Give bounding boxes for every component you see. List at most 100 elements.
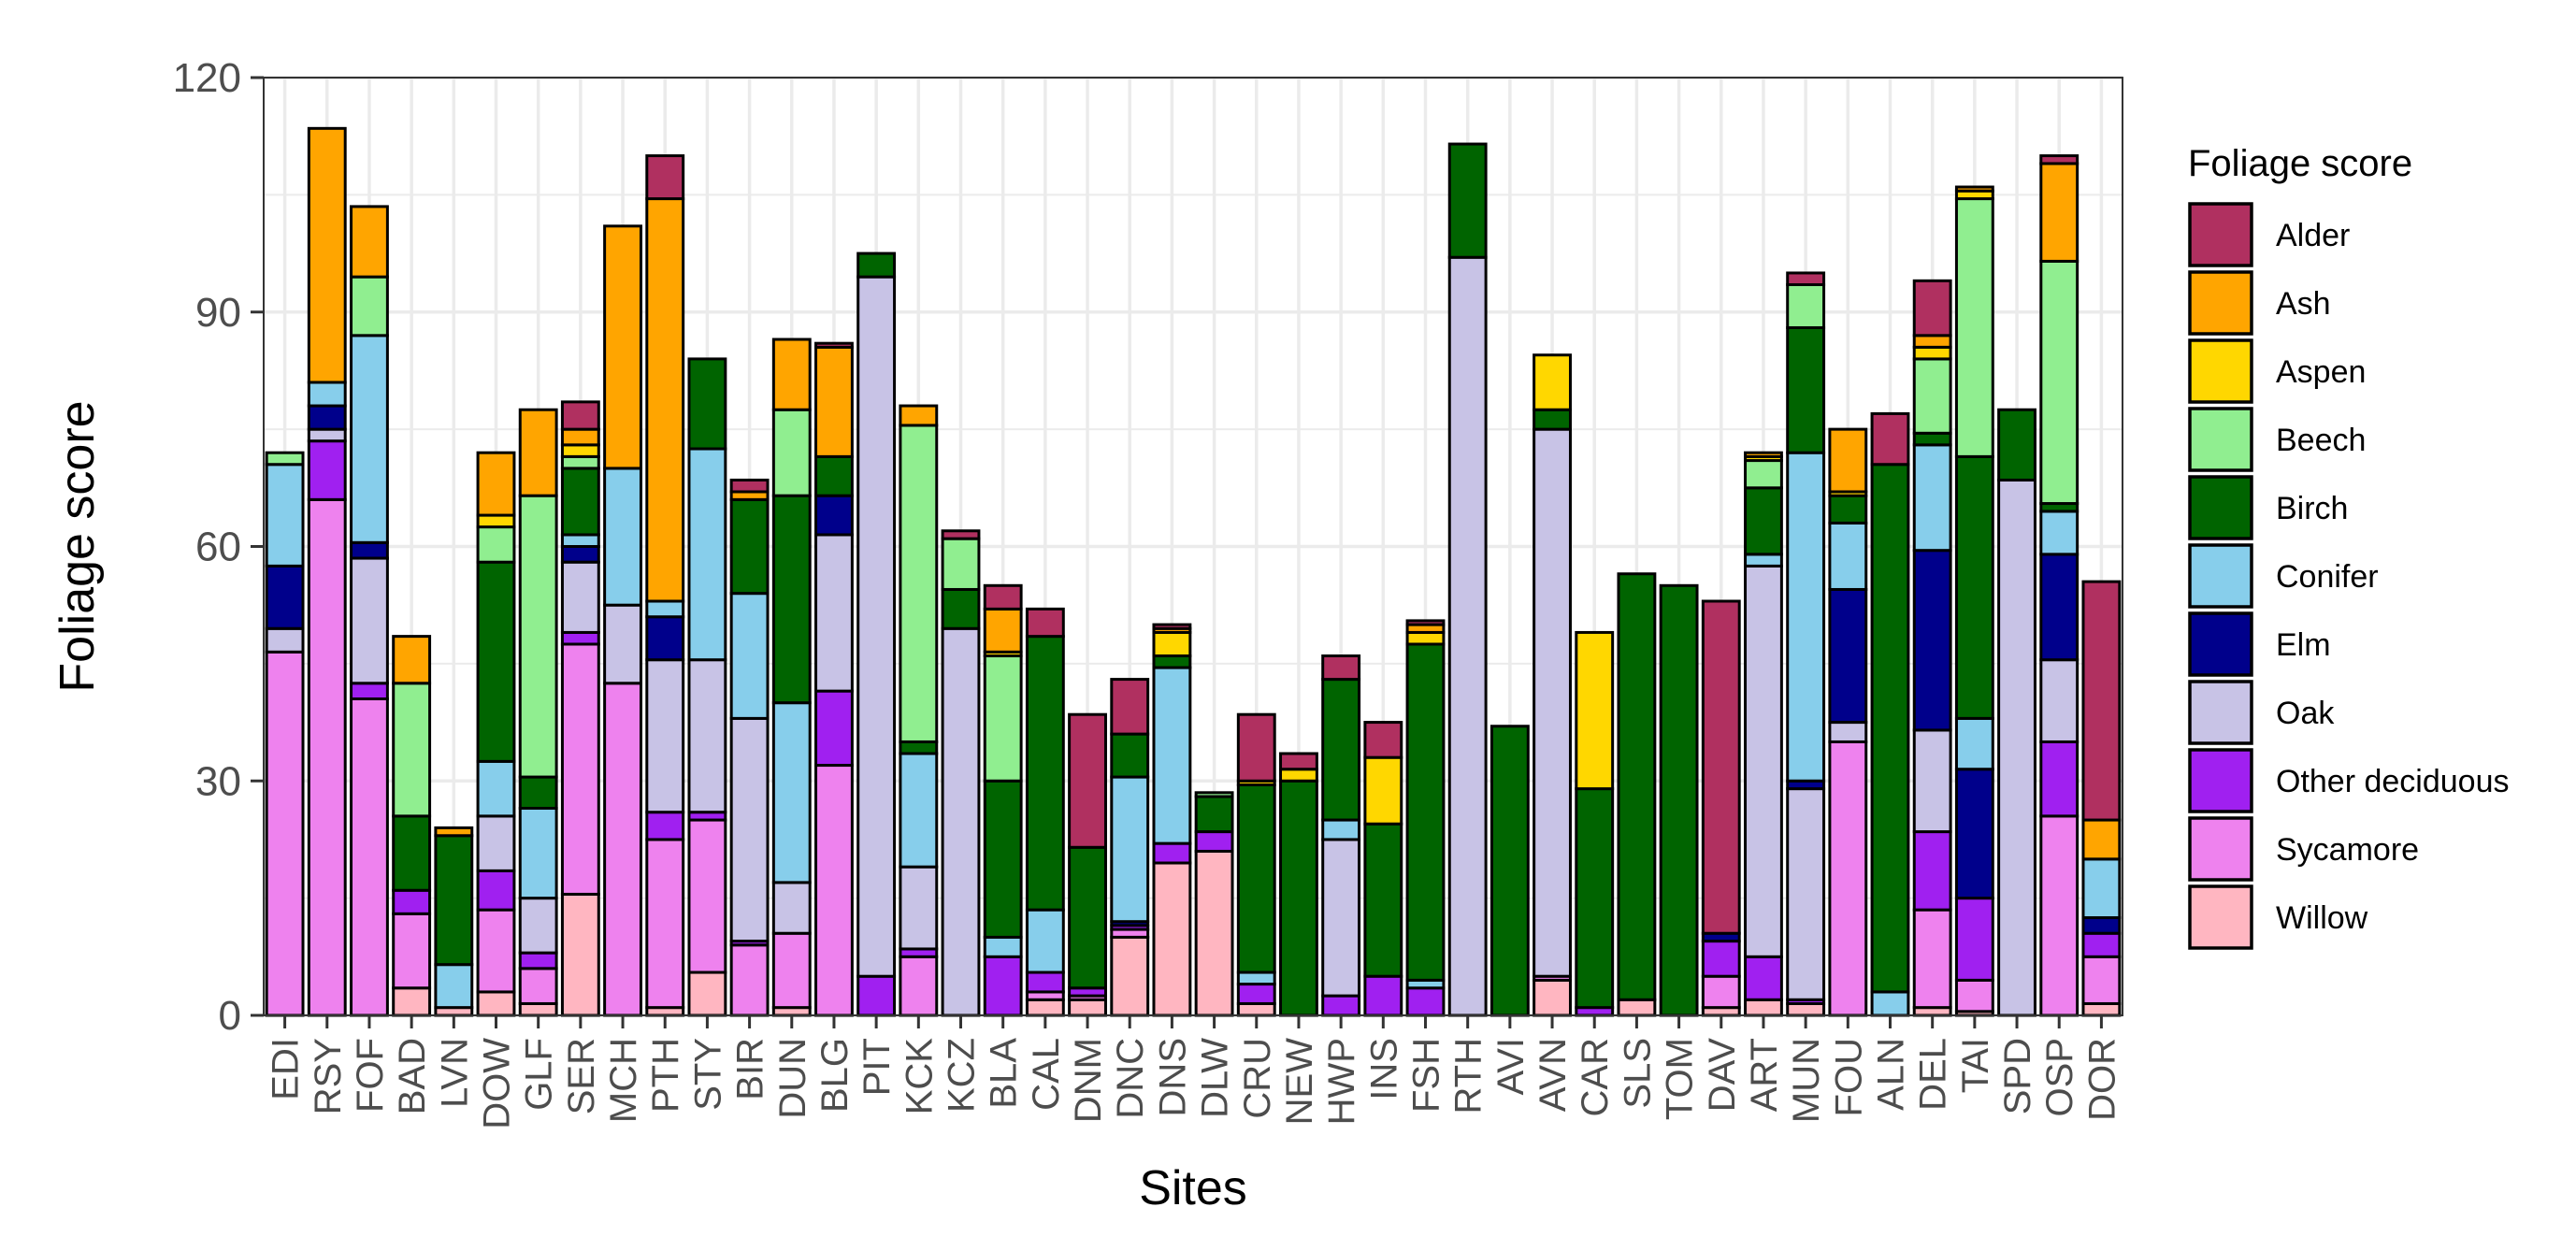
bar-stack-pth (645, 154, 685, 1017)
legend-item-aspen: Aspen (2188, 338, 2366, 404)
bar-segment-oak (560, 560, 600, 634)
y-tick-label: 120 (173, 55, 241, 101)
bar-segment-willow (1025, 998, 1065, 1017)
bar-segment-birch (687, 357, 727, 451)
bar-segment-conifer (687, 447, 727, 662)
bar-segment-birch (560, 467, 600, 537)
bar-segment-beech (771, 408, 812, 497)
bar-segment-ash (1744, 451, 1783, 458)
bar-segment-birch (1489, 725, 1530, 1017)
bar-segment-birch (729, 497, 770, 596)
bar-segment-other-deciduous (560, 630, 600, 646)
x-tick-label: PIT (856, 1038, 898, 1096)
bar-segment-alder (1279, 752, 1318, 771)
bar-segment-conifer (1236, 970, 1276, 986)
legend-swatch (2188, 680, 2253, 745)
bar-stack-sls (1617, 572, 1657, 1017)
bar-segment-conifer (265, 463, 305, 568)
bar-segment-alder (1912, 279, 1952, 338)
bar-segment-conifer (603, 467, 642, 607)
x-tick-label: SPD (1997, 1038, 2038, 1114)
bar-segment-birch (1363, 822, 1403, 978)
legend-label: Elm (2276, 627, 2331, 663)
bar-segment-ash (1828, 427, 1868, 494)
bar-stack-fou (1828, 427, 1868, 1017)
legend-swatch (2188, 748, 2253, 813)
x-tick-label: CRU (1237, 1038, 1278, 1119)
bar-segment-birch (814, 454, 854, 497)
legend-swatch (2188, 407, 2253, 472)
bar-segment-ash (560, 427, 600, 447)
bar-segment-conifer (899, 752, 939, 869)
bar-stack-car (1575, 630, 1615, 1017)
bar-segment-birch (771, 494, 812, 705)
bar-segment-other-deciduous (1194, 830, 1234, 853)
x-tick-label: CAR (1575, 1038, 1616, 1116)
bar-stack-mch (603, 224, 642, 1017)
legend-label: Beech (2276, 423, 2366, 458)
bar-segment-other-deciduous (1744, 955, 1783, 1001)
legend-swatch (2188, 202, 2253, 267)
bar-segment-sycamore (814, 764, 854, 1017)
bar-segment-aspen (560, 443, 600, 458)
bar-segment-oak (1912, 728, 1952, 834)
bar-segment-oak (307, 427, 347, 443)
bar-segment-elm (350, 540, 389, 560)
bar-segment-other-deciduous (350, 682, 389, 700)
legend-label: Ash (2276, 286, 2331, 322)
bar-segment-birch (899, 740, 939, 755)
x-tick-label: FSH (1406, 1038, 1447, 1113)
bar-segment-aspen (1912, 345, 1952, 361)
x-tick-label: DEL (1913, 1038, 1954, 1111)
bar-segment-beech (941, 537, 981, 591)
bar-segment-conifer (771, 701, 812, 884)
bar-stack-dns (1152, 623, 1192, 1017)
bar-stack-hwp (1321, 654, 1361, 1017)
bar-segment-conifer (1954, 716, 1994, 771)
bar-segment-sycamore (645, 838, 685, 1010)
bar-stack-fof (350, 205, 389, 1017)
bar-segment-willow (1068, 998, 1107, 1017)
bar-segment-conifer (434, 963, 474, 1010)
bar-segment-other-deciduous (1405, 986, 1446, 1017)
bar-segment-other-deciduous (645, 811, 685, 841)
bar-segment-oak (729, 716, 770, 943)
bar-segment-conifer (645, 599, 685, 619)
bar-segment-oak (771, 881, 812, 935)
bar-segment-birch (1575, 787, 1615, 1010)
x-tick-label: MUN (1786, 1038, 1827, 1123)
bar-segment-birch (1617, 572, 1657, 1001)
bar-stack-cru (1236, 712, 1276, 1017)
bar-segment-conifer (1110, 775, 1150, 924)
bar-segment-birch (1659, 583, 1699, 1017)
bar-segment-elm (2081, 916, 2122, 935)
bar-segment-willow (1744, 998, 1783, 1017)
legend-swatch (2188, 543, 2253, 609)
bar-segment-alder (1701, 599, 1741, 935)
bar-segment-willow (2081, 1001, 2122, 1017)
bar-segment-birch (1954, 454, 1994, 720)
bar-segment-oak (899, 865, 939, 951)
bar-stack-tom (1659, 583, 1699, 1017)
bar-segment-birch (1912, 431, 1952, 447)
bar-stack-dnm (1068, 712, 1107, 1017)
x-tick-label: BAD (392, 1038, 433, 1114)
bar-stack-new (1279, 752, 1318, 1017)
bar-segment-oak (2039, 658, 2080, 743)
legend-label: Sycamore (2276, 832, 2419, 868)
bar-segment-aspen (1152, 630, 1192, 658)
legend-item-elm: Elm (2188, 611, 2331, 677)
x-axis-title: Sites (1139, 1161, 1247, 1215)
bar-segment-aspen (1279, 768, 1318, 783)
legend-item-oak: Oak (2188, 680, 2335, 745)
bar-segment-sycamore (392, 912, 432, 990)
bar-segment-beech (983, 654, 1023, 783)
bar-segment-oak (687, 658, 727, 814)
x-tick-label: HWP (1321, 1038, 1362, 1125)
x-tick-label: DUN (772, 1038, 813, 1119)
bar-segment-ash (645, 197, 685, 603)
x-tick-label: PTH (645, 1038, 686, 1113)
bar-segment-willow (476, 990, 516, 1017)
bar-segment-alder (2039, 154, 2080, 165)
bar-segment-conifer (1321, 818, 1361, 841)
